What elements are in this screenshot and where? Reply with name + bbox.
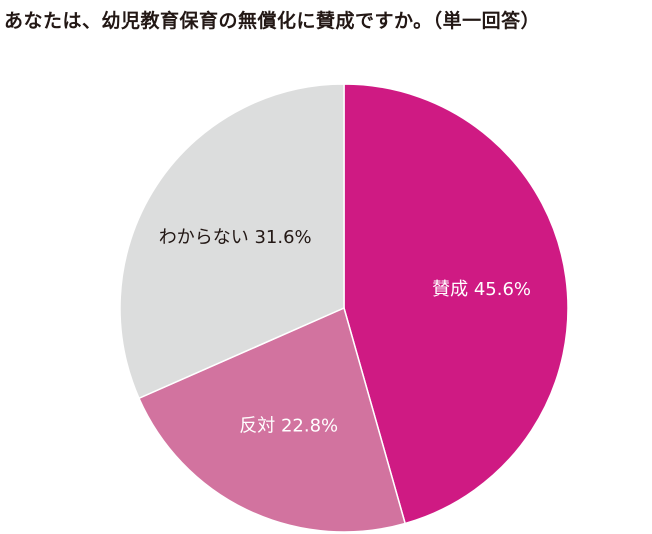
slice-unsure-label: わからない 31.6%	[159, 227, 312, 248]
slice-oppose	[137, 306, 407, 533]
pie-slices	[119, 83, 569, 533]
slice-support-label: 賛成 45.6%	[432, 279, 531, 300]
pie-labels: 賛成 45.6% 反対 22.8% わからない 31.6%	[159, 227, 531, 437]
slice-unsure	[119, 83, 345, 400]
slice-support	[343, 83, 569, 525]
slice-oppose-label: 反対 22.8%	[239, 416, 338, 437]
chart-title: あなたは、幼児教育保育の無償化に賛成ですか。（単一回答）	[4, 10, 541, 32]
